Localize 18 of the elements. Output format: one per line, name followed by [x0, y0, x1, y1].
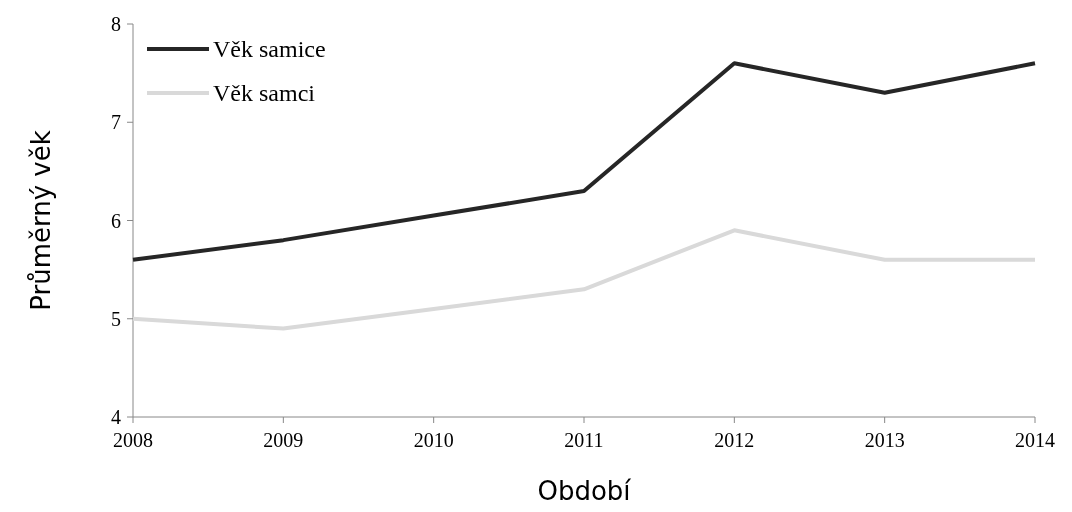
y-tick-label: 8	[111, 13, 121, 35]
line-series	[131, 228, 1037, 331]
x-tick-label: 2014	[1015, 429, 1055, 451]
y-tick-label: 7	[111, 111, 121, 134]
x-tick-label: 2010	[413, 429, 454, 451]
x-tick-label: 2009	[263, 429, 304, 451]
y-axis-title: Průměrný věk	[26, 130, 56, 311]
y-tick-label: 6	[111, 209, 121, 232]
x-tick-label: 2008	[113, 429, 153, 451]
legend-label: Věk samci	[213, 80, 316, 107]
line-series	[131, 61, 1037, 262]
x-tick-label: 2013	[864, 429, 905, 451]
x-tick-label: 2012	[714, 429, 755, 451]
legend-label: Věk samice	[213, 36, 326, 63]
x-axis-title: Období	[537, 476, 632, 506]
x-tick-label: 2011	[564, 429, 604, 451]
y-tick-label: 5	[111, 307, 121, 330]
y-tick-label: 4	[111, 406, 121, 428]
